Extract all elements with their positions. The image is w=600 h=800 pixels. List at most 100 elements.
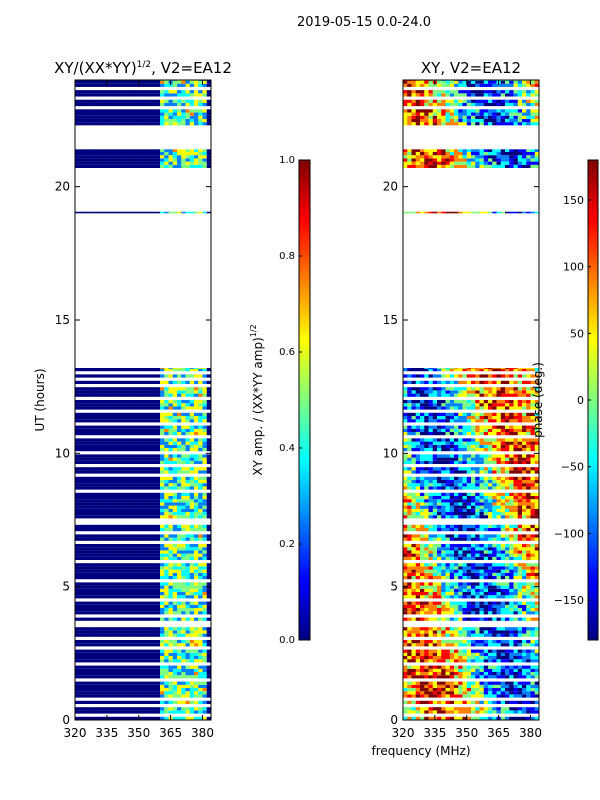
heatmap-cell [126, 675, 131, 679]
heatmap-cell [445, 675, 451, 679]
heatmap-cell [206, 403, 212, 407]
heatmap-cell [126, 659, 131, 663]
heatmap-cell [466, 601, 472, 605]
heatmap-cell [100, 627, 106, 631]
heatmap-cell [206, 93, 212, 97]
heatmap-cell [92, 505, 97, 509]
heatmap-cell [471, 537, 476, 541]
heatmap-cell [164, 508, 169, 512]
heatmap-cell [202, 457, 208, 461]
heatmap-cell [181, 508, 186, 512]
heatmap-cell [424, 505, 429, 509]
heatmap-cell [130, 112, 135, 116]
heatmap-cell [160, 368, 165, 369]
heatmap-cell [172, 480, 178, 484]
heatmap-cell [172, 694, 178, 698]
heatmap-cell [420, 608, 425, 612]
heatmap-cell [428, 691, 434, 695]
heatmap-cell [505, 688, 510, 692]
heatmap-cell [79, 592, 84, 596]
heatmap-cell [160, 681, 165, 685]
heatmap-cell [403, 672, 408, 676]
heatmap-cell [113, 668, 118, 672]
heatmap-cell [509, 643, 514, 647]
heatmap-cell [517, 550, 523, 554]
heatmap-cell [471, 508, 476, 512]
heatmap-cell [126, 611, 131, 615]
heatmap-cell [121, 438, 127, 442]
heatmap-cell [155, 691, 161, 695]
heatmap-cell [534, 537, 540, 541]
heatmap-cell [155, 476, 161, 480]
heatmap-cell [100, 496, 106, 500]
heatmap-cell [202, 390, 208, 394]
heatmap-cell [96, 368, 101, 369]
heatmap-cell [138, 611, 144, 615]
heatmap-cell [96, 467, 101, 471]
heatmap-cell [172, 374, 178, 378]
heatmap-cell [411, 633, 417, 637]
heatmap-cell [466, 681, 472, 685]
heatmap-cell [454, 630, 459, 634]
heatmap-cell [403, 684, 408, 688]
heatmap-cell [522, 707, 527, 711]
heatmap-cell [198, 563, 203, 567]
heatmap-cell [206, 380, 212, 384]
heatmap-cell [194, 90, 199, 94]
heatmap-cell [168, 470, 174, 474]
heatmap-cell [164, 93, 169, 97]
heatmap-cell [134, 368, 140, 369]
heatmap-cell [437, 502, 442, 506]
heatmap-cell [130, 716, 135, 720]
heatmap-cell [143, 681, 148, 685]
heatmap-cell [177, 592, 182, 596]
heatmap-cell [75, 633, 80, 637]
heatmap-cell [177, 656, 182, 660]
heatmap-cell [117, 588, 123, 592]
heatmap-cell [160, 556, 165, 560]
heatmap-cell [181, 656, 186, 660]
heatmap-cell [420, 672, 425, 676]
heatmap-cell [79, 684, 84, 688]
heatmap-cell [130, 211, 135, 214]
heatmap-cell [113, 115, 118, 119]
heatmap-cell [113, 524, 118, 528]
phase-heatmap [403, 80, 540, 720]
heatmap-cell [172, 617, 178, 621]
heatmap-cell [104, 93, 110, 97]
heatmap-cell [454, 528, 459, 532]
heatmap-cell [121, 668, 127, 672]
heatmap-cell [189, 492, 195, 496]
heatmap-cell [403, 553, 408, 557]
heatmap-cell [172, 524, 178, 528]
heatmap-cell [206, 508, 212, 512]
heatmap-cell [79, 476, 84, 480]
heatmap-cell [530, 553, 536, 557]
heatmap-cell [189, 368, 195, 372]
heatmap-cell [483, 604, 489, 608]
heatmap-cell [522, 649, 527, 653]
heatmap-cell [79, 444, 84, 448]
heatmap-cell [424, 595, 429, 599]
heatmap-cell [147, 556, 152, 560]
heatmap-cell [130, 115, 135, 119]
heatmap-cell [517, 592, 523, 596]
heatmap-cell [92, 425, 97, 429]
heatmap-cell [403, 630, 408, 634]
heatmap-cell [513, 665, 519, 669]
heatmap-cell [100, 694, 106, 698]
heatmap-cell [147, 505, 152, 509]
heatmap-cell [437, 499, 442, 503]
heatmap-cell [492, 582, 497, 586]
heatmap-cell [454, 576, 459, 580]
heatmap-cell [143, 508, 148, 512]
heatmap-cell [79, 643, 84, 647]
heatmap-cell [198, 496, 203, 500]
heatmap-cell [172, 652, 178, 656]
heatmap-cell [471, 681, 476, 685]
heatmap-cell [121, 566, 127, 570]
heatmap-cell [189, 668, 195, 672]
heatmap-cell [83, 563, 89, 567]
heatmap-cell [513, 592, 519, 596]
heatmap-cell [185, 611, 191, 615]
